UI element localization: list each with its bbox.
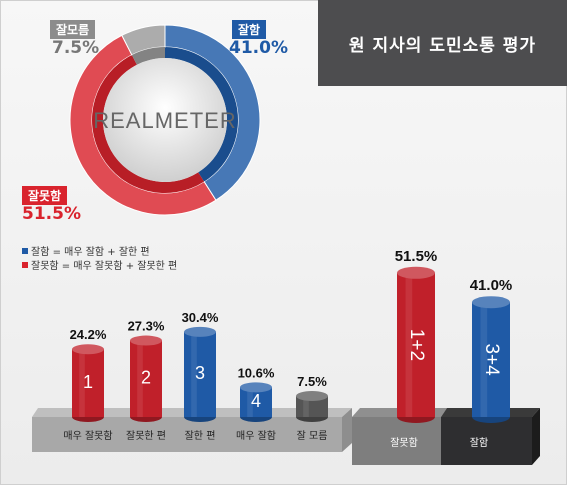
donut-label-good: 잘함	[232, 20, 267, 39]
bar-4: 4	[240, 382, 272, 422]
bar-3-top	[184, 326, 216, 337]
bar-1-number: 1	[83, 372, 93, 392]
bar-4-top	[240, 382, 272, 393]
bar-total-1-body	[397, 272, 435, 417]
bar-3-number: 3	[195, 363, 205, 383]
bar-total-2-number: 3+4	[481, 343, 502, 376]
legend-good-text: 잘함 = 매우 잘함 + 잘한 편	[31, 247, 150, 258]
bar-2-body	[130, 340, 162, 417]
bar-1-body	[72, 349, 104, 417]
bar-4-shine	[247, 387, 253, 417]
total-value-label-2: 41.0%	[470, 277, 513, 294]
bar-total-2: 3+4	[472, 296, 510, 423]
bar-4-number: 4	[251, 391, 261, 411]
donut-label-bad: 잘못함	[22, 186, 68, 205]
bar-2-top	[130, 335, 162, 346]
bar-2-shine	[137, 340, 143, 417]
value-label-3: 30.4%	[182, 310, 219, 325]
bar-5	[296, 391, 328, 422]
donut-inner-slice-0	[165, 47, 239, 182]
category-label-2: 잘못한 편	[126, 430, 166, 442]
bar-5-body	[296, 396, 328, 417]
legend-swatch-blue	[22, 248, 28, 254]
base-front-left	[32, 417, 342, 452]
value-label-1: 24.2%	[70, 327, 107, 342]
bar-total-1: 1+2	[397, 266, 435, 423]
bar-total-1-top	[397, 266, 435, 279]
bar-total-1-shine	[405, 272, 413, 417]
value-label-4: 10.6%	[238, 365, 275, 380]
base-front-good	[441, 417, 532, 465]
donut-hub	[103, 58, 227, 182]
bar-1: 1	[72, 344, 104, 422]
value-label-5: 7.5%	[297, 374, 327, 389]
bar-3-shine	[191, 331, 197, 417]
bar-5-shine	[303, 396, 309, 417]
total-value-label-1: 51.5%	[395, 248, 438, 265]
total-category-label-1: 잘못함	[390, 437, 418, 449]
bar-total-2-body	[472, 302, 510, 417]
donut-pct-bad: 51.5%	[22, 204, 81, 224]
donut-pct-unknown: 7.5%	[52, 38, 100, 58]
bar-total-2-top	[472, 296, 510, 309]
donut-chart: REALMETER	[69, 24, 261, 216]
category-label-4: 매우 잘함	[236, 430, 276, 442]
bar-total-2-shine	[480, 302, 488, 417]
legend-good: 잘함 = 매우 잘함 + 잘한 편	[22, 243, 150, 258]
bar-1-top	[72, 344, 104, 355]
category-label-5: 잘 모름	[297, 430, 328, 442]
bar-3-body	[184, 331, 216, 417]
donut-pct-good: 41.0%	[229, 38, 288, 58]
donut-inner-slice-2	[131, 47, 165, 65]
chart-title: 원 지사의 도민소통 평가	[318, 0, 567, 86]
realmeter-logo: REALMETER	[93, 108, 236, 133]
base-side-left	[342, 408, 352, 452]
category-label-3: 잘한 편	[185, 430, 216, 442]
base-side-good	[532, 408, 540, 465]
donut-label-unknown: 잘모름	[50, 20, 96, 39]
value-label-2: 27.3%	[128, 319, 165, 334]
category-label-1: 매우 잘못함	[63, 430, 112, 442]
legend-bad: 잘못함 = 매우 잘못함 + 잘못한 편	[22, 257, 177, 272]
bar-total-1-number: 1+2	[406, 329, 427, 361]
legend-bad-text: 잘못함 = 매우 잘못함 + 잘못한 편	[31, 261, 178, 272]
bar-1-shine	[79, 349, 85, 417]
bar-2: 2	[130, 335, 162, 422]
legend-swatch-red	[22, 262, 28, 268]
total-category-label-2: 잘함	[470, 437, 488, 449]
bar-2-number: 2	[141, 368, 151, 388]
base-front-bad	[352, 417, 441, 465]
donut-inner-slice-1	[92, 54, 205, 193]
bar-3: 3	[184, 326, 216, 422]
bar-5-top	[296, 391, 328, 401]
